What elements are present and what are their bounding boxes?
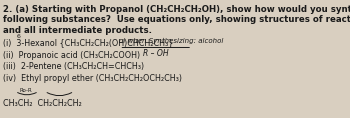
Text: R – OH: R – OH <box>143 49 169 58</box>
Text: (ii)  Propanoic acid (CH₃CH₂COOH): (ii) Propanoic acid (CH₃CH₂COOH) <box>4 51 140 60</box>
Text: and all intermediate products.: and all intermediate products. <box>4 26 152 35</box>
Text: 6: 6 <box>17 34 21 39</box>
Text: 2. (a) Starting with Propanol (CH₂CH₂CH₂OH), show how would you synthesize the: 2. (a) Starting with Propanol (CH₂CH₂CH₂… <box>4 5 350 14</box>
Text: following substances?  Use equations only, showing structures of reactants, reag: following substances? Use equations only… <box>4 15 350 24</box>
Text: (iii)  2-Pentene (CH₃CH₂CH=CHCH₃): (iii) 2-Pentene (CH₃CH₂CH=CHCH₃) <box>4 62 145 72</box>
Text: Ro-R: Ro-R <box>19 88 32 93</box>
Text: (iv)  Ethyl propyl ether (CH₃CH₂CH₂OCH₂CH₃): (iv) Ethyl propyl ether (CH₃CH₂CH₂OCH₂CH… <box>4 74 182 83</box>
Text: CH₃CH₂  CH₂CH₂CH₂: CH₃CH₂ CH₂CH₂CH₂ <box>4 99 82 108</box>
Text: ol when Synthesizing: alcohol: ol when Synthesizing: alcohol <box>119 38 224 44</box>
Text: (i)  3-Hexanol {CH₃CH₂CH₂(OH)CHCH₂CH₃}: (i) 3-Hexanol {CH₃CH₂CH₂(OH)CHCH₂CH₃} <box>4 38 174 47</box>
